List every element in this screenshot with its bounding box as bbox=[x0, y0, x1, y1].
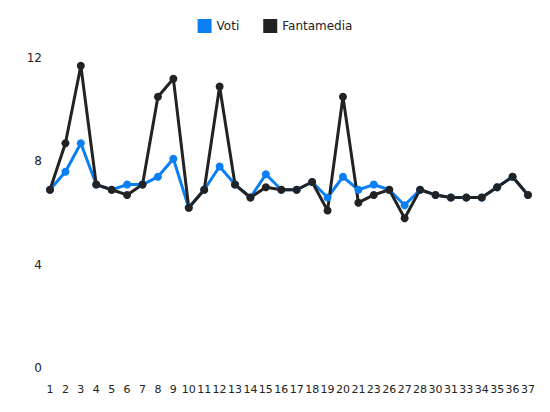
svg-text:8: 8 bbox=[34, 154, 42, 168]
svg-text:6: 6 bbox=[124, 383, 131, 396]
svg-text:14: 14 bbox=[243, 383, 257, 396]
svg-text:7: 7 bbox=[139, 383, 146, 396]
svg-text:15: 15 bbox=[259, 383, 273, 396]
svg-text:1: 1 bbox=[47, 383, 54, 396]
svg-text:28: 28 bbox=[413, 383, 427, 396]
svg-text:37: 37 bbox=[521, 383, 535, 396]
svg-text:2: 2 bbox=[62, 383, 69, 396]
svg-text:12: 12 bbox=[27, 51, 42, 65]
svg-text:Fantamedia: Fantamedia bbox=[282, 19, 352, 33]
svg-text:Voti: Voti bbox=[217, 19, 240, 33]
svg-text:11: 11 bbox=[197, 383, 211, 396]
svg-text:35: 35 bbox=[490, 383, 504, 396]
svg-text:4: 4 bbox=[34, 258, 42, 272]
svg-text:0: 0 bbox=[34, 361, 42, 375]
svg-text:26: 26 bbox=[382, 383, 396, 396]
svg-text:12: 12 bbox=[213, 383, 227, 396]
svg-text:18: 18 bbox=[305, 383, 319, 396]
svg-text:10: 10 bbox=[182, 383, 196, 396]
svg-text:16: 16 bbox=[274, 383, 288, 396]
svg-text:33: 33 bbox=[459, 383, 473, 396]
svg-text:34: 34 bbox=[475, 383, 489, 396]
svg-text:20: 20 bbox=[336, 383, 350, 396]
svg-text:31: 31 bbox=[444, 383, 458, 396]
svg-text:21: 21 bbox=[351, 383, 365, 396]
svg-text:4: 4 bbox=[93, 383, 100, 396]
svg-text:8: 8 bbox=[154, 383, 161, 396]
svg-text:23: 23 bbox=[367, 383, 381, 396]
svg-text:17: 17 bbox=[290, 383, 304, 396]
svg-text:19: 19 bbox=[321, 383, 335, 396]
svg-text:27: 27 bbox=[398, 383, 412, 396]
svg-text:9: 9 bbox=[170, 383, 177, 396]
svg-text:13: 13 bbox=[228, 383, 242, 396]
svg-text:36: 36 bbox=[506, 383, 520, 396]
svg-text:3: 3 bbox=[77, 383, 84, 396]
svg-text:30: 30 bbox=[428, 383, 442, 396]
svg-text:5: 5 bbox=[108, 383, 115, 396]
